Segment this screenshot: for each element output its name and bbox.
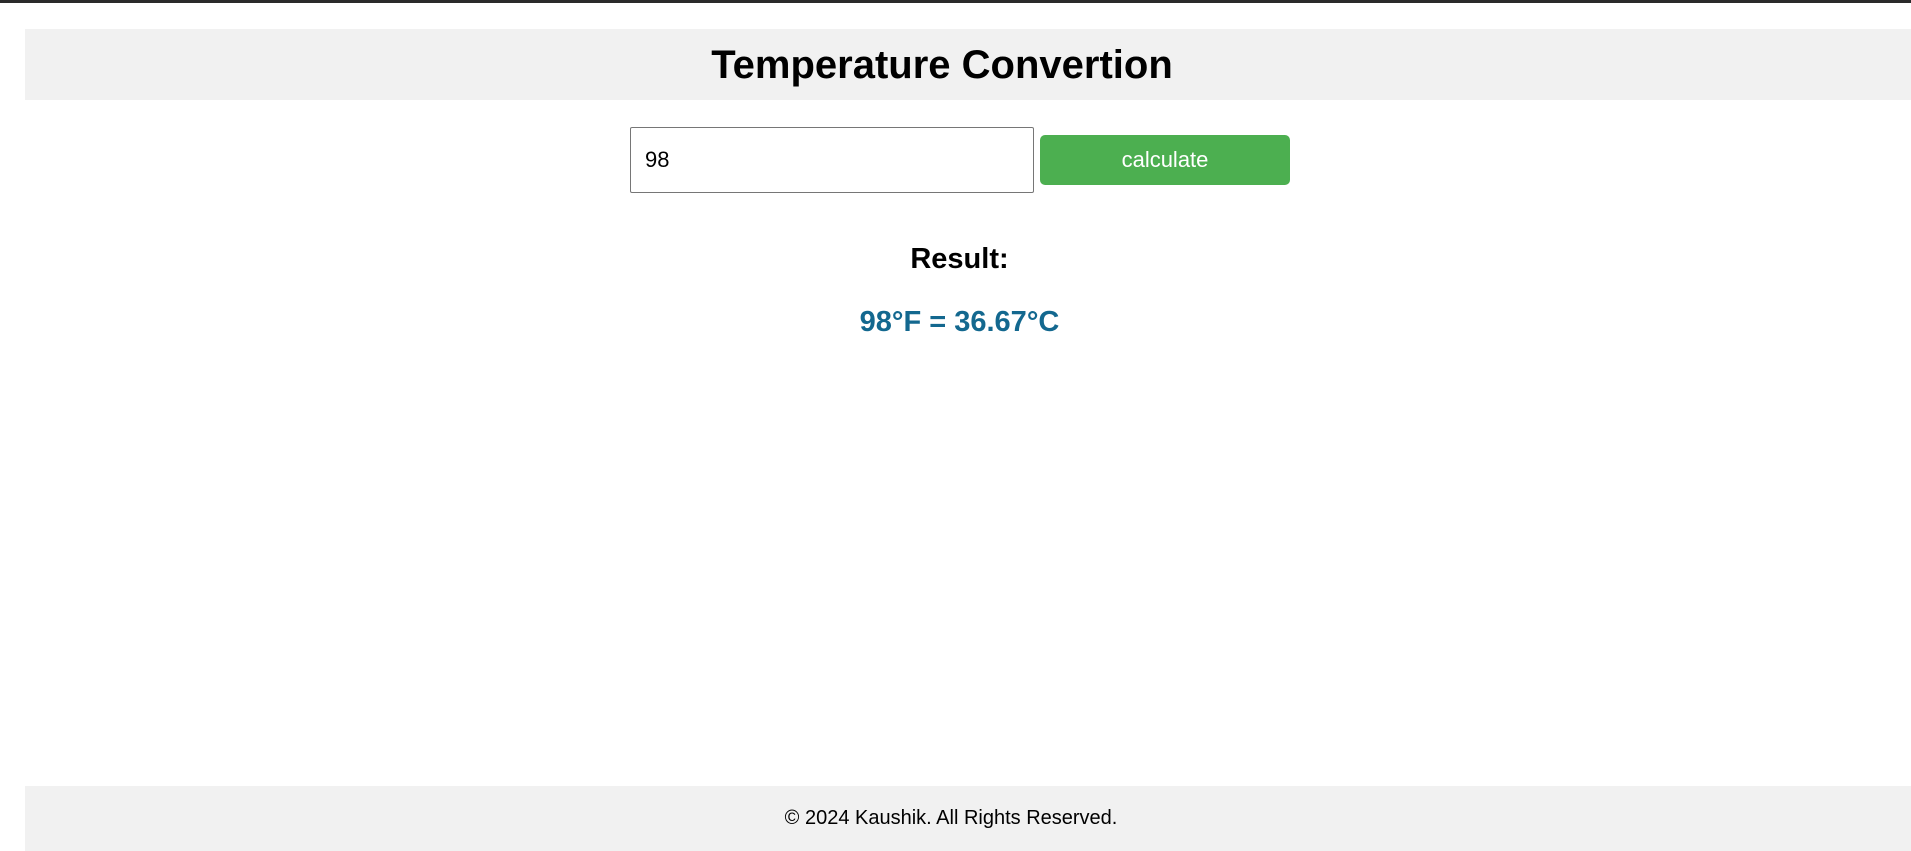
temperature-input[interactable] <box>630 127 1034 193</box>
copyright-text: © 2024 Kaushik. All Rights Reserved. <box>784 807 1118 829</box>
page: Temperature Convertion calculate Result:… <box>25 0 1911 851</box>
page-title: Temperature Convertion <box>711 42 1173 87</box>
result-heading: Result: <box>910 243 1009 275</box>
page-header: Temperature Convertion <box>25 29 1911 100</box>
conversion-form: calculate <box>630 127 1290 193</box>
calculate-button[interactable]: calculate <box>1040 135 1290 185</box>
result-value: 98°F = 36.67°C <box>859 306 1060 338</box>
page-footer: © 2024 Kaushik. All Rights Reserved. <box>25 786 1911 851</box>
top-border <box>0 0 1911 3</box>
